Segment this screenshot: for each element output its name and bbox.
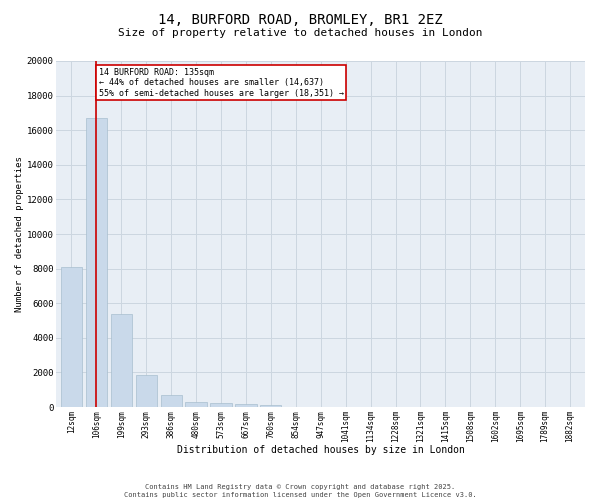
X-axis label: Distribution of detached houses by size in London: Distribution of detached houses by size … xyxy=(177,445,464,455)
Text: Size of property relative to detached houses in London: Size of property relative to detached ho… xyxy=(118,28,482,38)
Text: 14 BURFORD ROAD: 135sqm
← 44% of detached houses are smaller (14,637)
55% of sem: 14 BURFORD ROAD: 135sqm ← 44% of detache… xyxy=(99,68,344,98)
Bar xyxy=(211,403,232,407)
Bar xyxy=(61,267,82,407)
Bar xyxy=(185,402,206,407)
Bar xyxy=(86,118,107,407)
Bar xyxy=(235,404,257,407)
Bar xyxy=(260,406,281,407)
Text: Contains HM Land Registry data © Crown copyright and database right 2025.
Contai: Contains HM Land Registry data © Crown c… xyxy=(124,484,476,498)
Bar xyxy=(161,396,182,407)
Bar xyxy=(136,375,157,407)
Y-axis label: Number of detached properties: Number of detached properties xyxy=(15,156,24,312)
Bar xyxy=(110,314,132,407)
Text: 14, BURFORD ROAD, BROMLEY, BR1 2EZ: 14, BURFORD ROAD, BROMLEY, BR1 2EZ xyxy=(158,12,442,26)
